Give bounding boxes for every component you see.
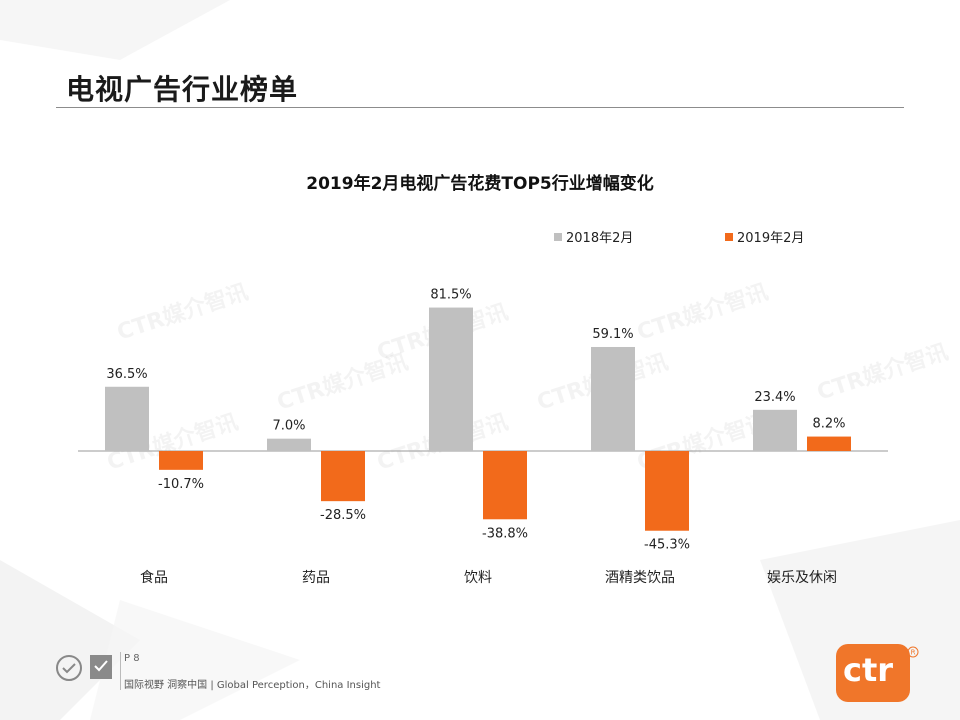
brand-logo [836,644,910,702]
legend-label: 2019年2月 [737,231,804,246]
data-label: 7.0% [272,419,305,434]
title-divider [56,107,904,108]
certification-logos [56,655,112,681]
bar [429,307,473,451]
x-tick-label: 饮料 [464,570,492,586]
data-label: 36.5% [106,367,147,382]
data-label: 81.5% [430,288,471,303]
registered-mark-icon: R [907,646,919,658]
data-label: 8.2% [812,417,845,432]
bar [483,451,527,520]
bar [321,451,365,502]
x-tick-label: 药品 [302,570,330,586]
page-title: 电视广告行业榜单 [66,73,299,106]
bar [645,451,689,531]
x-tick-label: 食品 [140,569,168,586]
data-label: -28.5% [320,508,366,523]
chart-title: 2019年2月电视广告花费TOP5行业增幅变化 [306,173,653,194]
data-label: 23.4% [754,390,795,405]
brand-logo-text: ctr [843,651,894,689]
bar [807,436,851,451]
legend-label: 2018年2月 [566,231,633,246]
data-label: -10.7% [158,477,204,492]
data-label: 59.1% [592,327,633,342]
watermark-text: CTR媒介智讯 [634,279,771,346]
footer-slogan: 国际视野 洞察中国 | Global Perception，China Insi… [124,680,381,691]
data-label: -38.8% [482,526,528,541]
page-number: P 8 [124,653,140,664]
bar [159,451,203,470]
watermark-text: CTR媒介智讯 [814,339,951,406]
bar [753,409,797,451]
watermark-text: CTR媒介智讯 [274,349,411,416]
x-tick-label: 酒精类饮品 [605,570,675,586]
svg-text:R: R [911,649,916,657]
bar [591,346,635,451]
x-tick-label: 娱乐及休闲 [767,570,837,586]
legend-swatch [725,233,733,241]
data-label: -45.3% [644,538,690,553]
footer-separator [120,652,121,690]
bar [267,438,311,451]
legend-swatch [554,233,562,241]
bar-chart: CTR媒介智讯CTR媒介智讯CTR媒介智讯CTR媒介智讯CTR媒介智讯CTR媒介… [78,173,951,586]
bar [105,386,149,451]
watermark-text: CTR媒介智讯 [114,279,251,346]
